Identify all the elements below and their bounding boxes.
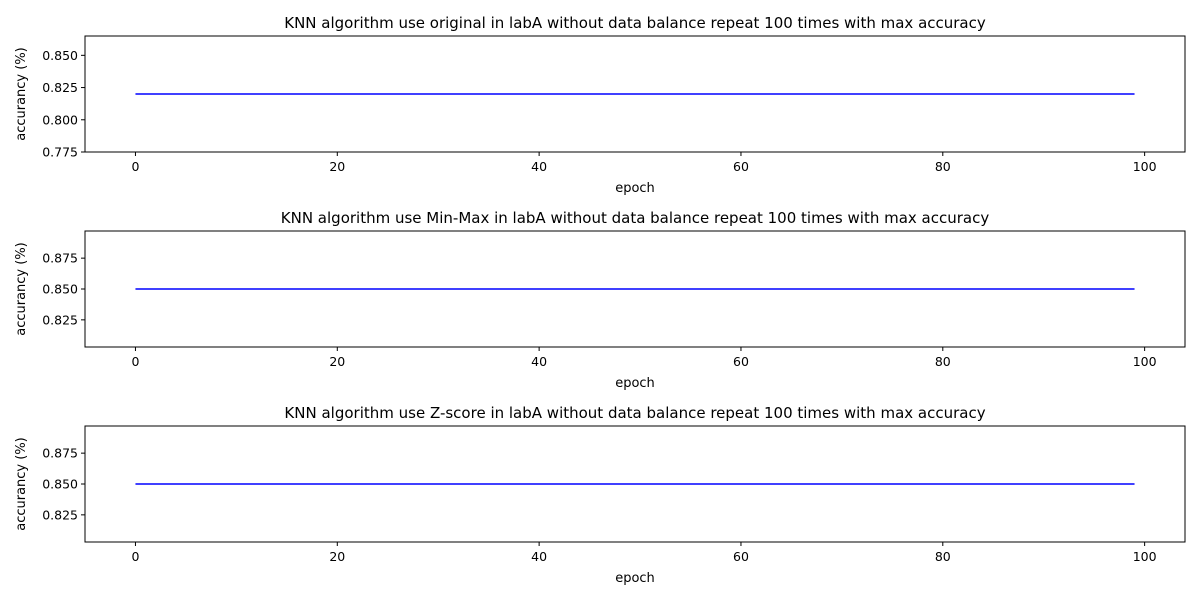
chart-title: KNN algorithm use original in labA witho… — [284, 14, 986, 32]
x-tick-label: 0 — [131, 354, 139, 369]
subplot-2: KNN algorithm use Min-Max in labA withou… — [14, 209, 1186, 391]
y-axis-label: accurancy (%) — [14, 47, 29, 141]
plot-area-frame — [84, 35, 1186, 153]
chart-title: KNN algorithm use Z-score in labA withou… — [284, 404, 985, 422]
chart-title: KNN algorithm use Min-Max in labA withou… — [281, 209, 990, 227]
x-tick-label: 100 — [1133, 549, 1157, 564]
y-tick-label: 0.800 — [42, 112, 78, 127]
subplot-1: KNN algorithm use original in labA witho… — [14, 14, 1186, 196]
x-tick-label: 0 — [131, 549, 139, 564]
x-tick-label: 100 — [1133, 159, 1157, 174]
x-tick-label: 100 — [1133, 354, 1157, 369]
x-tick-label: 40 — [531, 549, 547, 564]
x-tick-label: 40 — [531, 354, 547, 369]
y-tick-label: 0.825 — [42, 507, 78, 522]
y-tick-label: 0.775 — [42, 145, 78, 160]
y-axis-label: accurancy (%) — [14, 242, 29, 336]
x-tick-label: 80 — [935, 159, 951, 174]
y-tick-label: 0.850 — [42, 48, 78, 63]
x-tick-label: 60 — [733, 354, 749, 369]
y-tick-label: 0.825 — [42, 80, 78, 95]
y-tick-label: 0.850 — [42, 282, 78, 297]
x-tick-label: 80 — [935, 549, 951, 564]
x-tick-label: 80 — [935, 354, 951, 369]
x-tick-label: 60 — [733, 159, 749, 174]
x-tick-label: 0 — [131, 159, 139, 174]
x-axis-label: epoch — [615, 181, 655, 196]
y-tick-label: 0.825 — [42, 312, 78, 327]
x-axis-label: epoch — [615, 376, 655, 391]
x-tick-label: 40 — [531, 159, 547, 174]
x-axis-label: epoch — [615, 571, 655, 586]
y-axis-label: accurancy (%) — [14, 437, 29, 531]
x-tick-label: 60 — [733, 549, 749, 564]
x-tick-label: 20 — [329, 354, 345, 369]
x-tick-label: 20 — [329, 549, 345, 564]
y-tick-label: 0.850 — [42, 477, 78, 492]
y-tick-label: 0.875 — [42, 251, 78, 266]
subplot-3: KNN algorithm use Z-score in labA withou… — [14, 404, 1186, 586]
y-tick-label: 0.875 — [42, 446, 78, 461]
x-tick-label: 20 — [329, 159, 345, 174]
